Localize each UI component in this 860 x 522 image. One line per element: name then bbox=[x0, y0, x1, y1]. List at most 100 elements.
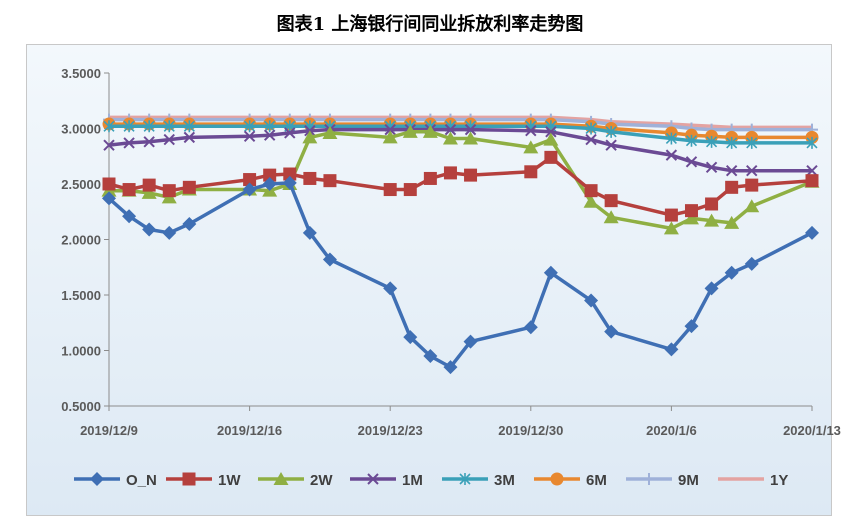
data-point-1w bbox=[182, 180, 196, 194]
data-point-3m bbox=[706, 135, 718, 148]
data-point-1m bbox=[545, 126, 557, 138]
data-point-o-n bbox=[523, 320, 538, 335]
data-point-o-n bbox=[403, 330, 418, 345]
legend-item-3m: 3M bbox=[442, 472, 515, 489]
legend-item-1w: 1W bbox=[166, 472, 241, 489]
data-point-o-n bbox=[162, 225, 177, 240]
data-point-2w bbox=[724, 215, 740, 229]
data-point-1m bbox=[605, 139, 617, 151]
legend-marker-6m bbox=[550, 472, 564, 486]
data-point-2w bbox=[683, 211, 699, 225]
data-point-o-n bbox=[102, 191, 116, 206]
y-tick-label: 2.5000 bbox=[61, 177, 101, 192]
data-point-o-n bbox=[242, 182, 257, 197]
data-point-o-n bbox=[805, 225, 819, 240]
data-point-1w bbox=[243, 173, 257, 187]
legend-label-6m: 6M bbox=[586, 472, 607, 489]
x-tick-label: 2019/12/23 bbox=[358, 423, 423, 438]
legend-label-o-n: O_N bbox=[126, 472, 157, 489]
data-point-o-n bbox=[724, 265, 739, 280]
data-point-3m bbox=[123, 120, 135, 133]
data-point-3m bbox=[163, 120, 175, 133]
data-point-1m bbox=[444, 123, 457, 136]
data-point-o-n bbox=[443, 360, 458, 375]
data-point-2w bbox=[382, 130, 398, 144]
data-point-1w bbox=[524, 165, 538, 179]
data-point-3m bbox=[806, 136, 818, 149]
data-point-1m bbox=[665, 149, 678, 161]
y-tick-label: 3.0000 bbox=[61, 122, 101, 137]
data-point-3m bbox=[685, 134, 698, 147]
y-tick-label: 1.5000 bbox=[61, 288, 101, 303]
legend-item-9m: 9M bbox=[626, 472, 699, 489]
data-point-1w bbox=[443, 166, 457, 180]
series-1w bbox=[102, 150, 819, 222]
data-point-2w bbox=[523, 140, 539, 154]
data-point-1w bbox=[544, 150, 558, 164]
data-point-2w bbox=[141, 185, 157, 199]
data-point-1w bbox=[142, 178, 156, 192]
data-point-o-n bbox=[142, 222, 157, 237]
legend-label-9m: 9M bbox=[678, 472, 699, 489]
data-point-1m bbox=[143, 136, 155, 148]
y-tick-label: 0.5000 bbox=[61, 399, 101, 414]
legend-label-2w: 2W bbox=[310, 472, 333, 489]
data-point-3m bbox=[183, 120, 195, 133]
data-point-o-n bbox=[182, 216, 197, 231]
legend-label-1m: 1M bbox=[402, 472, 423, 489]
x-tick-label: 2019/12/30 bbox=[498, 423, 563, 438]
data-point-o-n bbox=[322, 252, 337, 267]
data-point-2w bbox=[704, 213, 720, 227]
data-point-o-n bbox=[302, 225, 317, 240]
legend-label-3m: 3M bbox=[494, 472, 515, 489]
data-point-1m bbox=[685, 156, 698, 168]
data-point-3m bbox=[746, 136, 758, 149]
data-point-1w bbox=[383, 183, 397, 197]
data-point-1m bbox=[163, 133, 175, 146]
data-point-1w bbox=[403, 183, 417, 197]
data-point-o-n bbox=[744, 256, 759, 271]
data-point-1m bbox=[243, 130, 256, 142]
data-point-1w bbox=[303, 171, 317, 185]
data-point-1m bbox=[746, 164, 758, 177]
legend-marker-1w bbox=[182, 472, 196, 486]
data-point-o-n bbox=[383, 281, 398, 296]
data-point-2w bbox=[583, 194, 599, 208]
data-point-3m bbox=[244, 120, 256, 133]
data-point-3m bbox=[665, 132, 677, 145]
data-point-2w bbox=[603, 210, 619, 224]
data-point-2w bbox=[402, 124, 418, 138]
data-point-1w bbox=[102, 177, 116, 191]
legend-marker-3m bbox=[459, 473, 471, 485]
data-point-1m bbox=[263, 129, 276, 141]
data-point-2w bbox=[302, 130, 318, 144]
data-point-1m bbox=[525, 125, 537, 137]
data-point-o-n bbox=[584, 293, 599, 308]
legend-marker-1m bbox=[367, 473, 379, 485]
legend-label-1w: 1W bbox=[218, 472, 241, 489]
data-point-3m bbox=[605, 125, 617, 138]
x-tick-label: 2020/1/13 bbox=[783, 423, 841, 438]
data-point-o-n bbox=[604, 324, 619, 339]
x-tick-label: 2019/12/9 bbox=[80, 423, 138, 438]
data-point-2w bbox=[744, 199, 760, 213]
data-point-1w bbox=[705, 197, 719, 211]
data-point-o-n bbox=[262, 177, 277, 191]
data-point-1w bbox=[604, 194, 618, 208]
legend-marker-o-n bbox=[90, 472, 104, 486]
data-point-1w bbox=[745, 178, 759, 192]
data-point-1w bbox=[805, 174, 819, 188]
legend-item-2w: 2W bbox=[258, 472, 333, 489]
data-point-1w bbox=[263, 168, 277, 182]
data-point-1w bbox=[725, 180, 739, 194]
data-point-1m bbox=[183, 131, 196, 144]
axes: 0.5000 1.0000 1.5000 2.0000 2.5000 3.0000 3.50… bbox=[61, 66, 841, 438]
data-point-o-n bbox=[684, 319, 699, 334]
data-point-1m bbox=[384, 123, 396, 136]
legend-item-1y: 1Y bbox=[718, 472, 788, 489]
legend-item-1m: 1M bbox=[350, 472, 423, 489]
data-point-1m bbox=[103, 139, 115, 151]
data-point-1m bbox=[806, 164, 818, 177]
data-point-o-n bbox=[543, 265, 558, 280]
